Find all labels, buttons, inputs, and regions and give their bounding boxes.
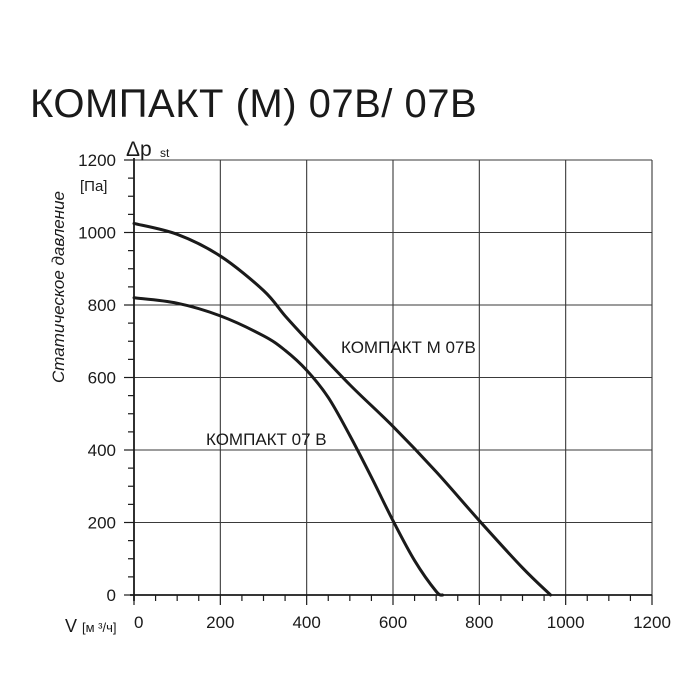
x-axis-unit: [м ³/ч] [82,620,117,635]
x-tick-label: 800 [465,613,493,632]
labels: Δp st [Па] Статическое давление V [м ³/ч] КОМП… [49,138,476,636]
y-tick-label: 1200 [78,151,116,170]
series-line-kompakt-07v [132,296,445,597]
curves [132,221,553,597]
y-tick-label: 1000 [78,224,116,243]
y-axis-symbol-sub: st [160,146,170,160]
ticks [124,159,653,605]
x-tick-label: 1200 [633,613,671,632]
x-tick-label: 200 [206,613,234,632]
y-tick-label: 200 [88,514,116,533]
y-axis-symbol: Δp [126,138,152,161]
x-tick-label: 0 [134,613,143,632]
y-tick-label: 800 [88,296,116,315]
x-tick-label: 600 [379,613,407,632]
tick-labels: 0 200 400 600 800 1000 1200 0 200 400 600 800 1000 12… [78,151,671,632]
x-tick-label: 400 [292,613,320,632]
series-label-kompakt-m-07v: КОМПАКТ М 07В [341,338,476,357]
x-axis-label: V [65,616,77,636]
chart-title: КОМПАКТ (М) 07В/ 07В [30,82,478,126]
series-label-kompakt-07v: КОМПАКТ 07 В [206,430,327,449]
grid [134,159,653,595]
series-line-kompakt-m-07v [132,221,553,597]
axes [130,158,652,601]
y-tick-label: 0 [107,586,116,605]
y-tick-label: 600 [88,369,116,388]
y-axis-label: Статическое давление [49,191,68,383]
y-tick-label: 400 [88,441,116,460]
y-axis-unit: [Па] [80,178,107,195]
x-tick-label: 1000 [547,613,585,632]
